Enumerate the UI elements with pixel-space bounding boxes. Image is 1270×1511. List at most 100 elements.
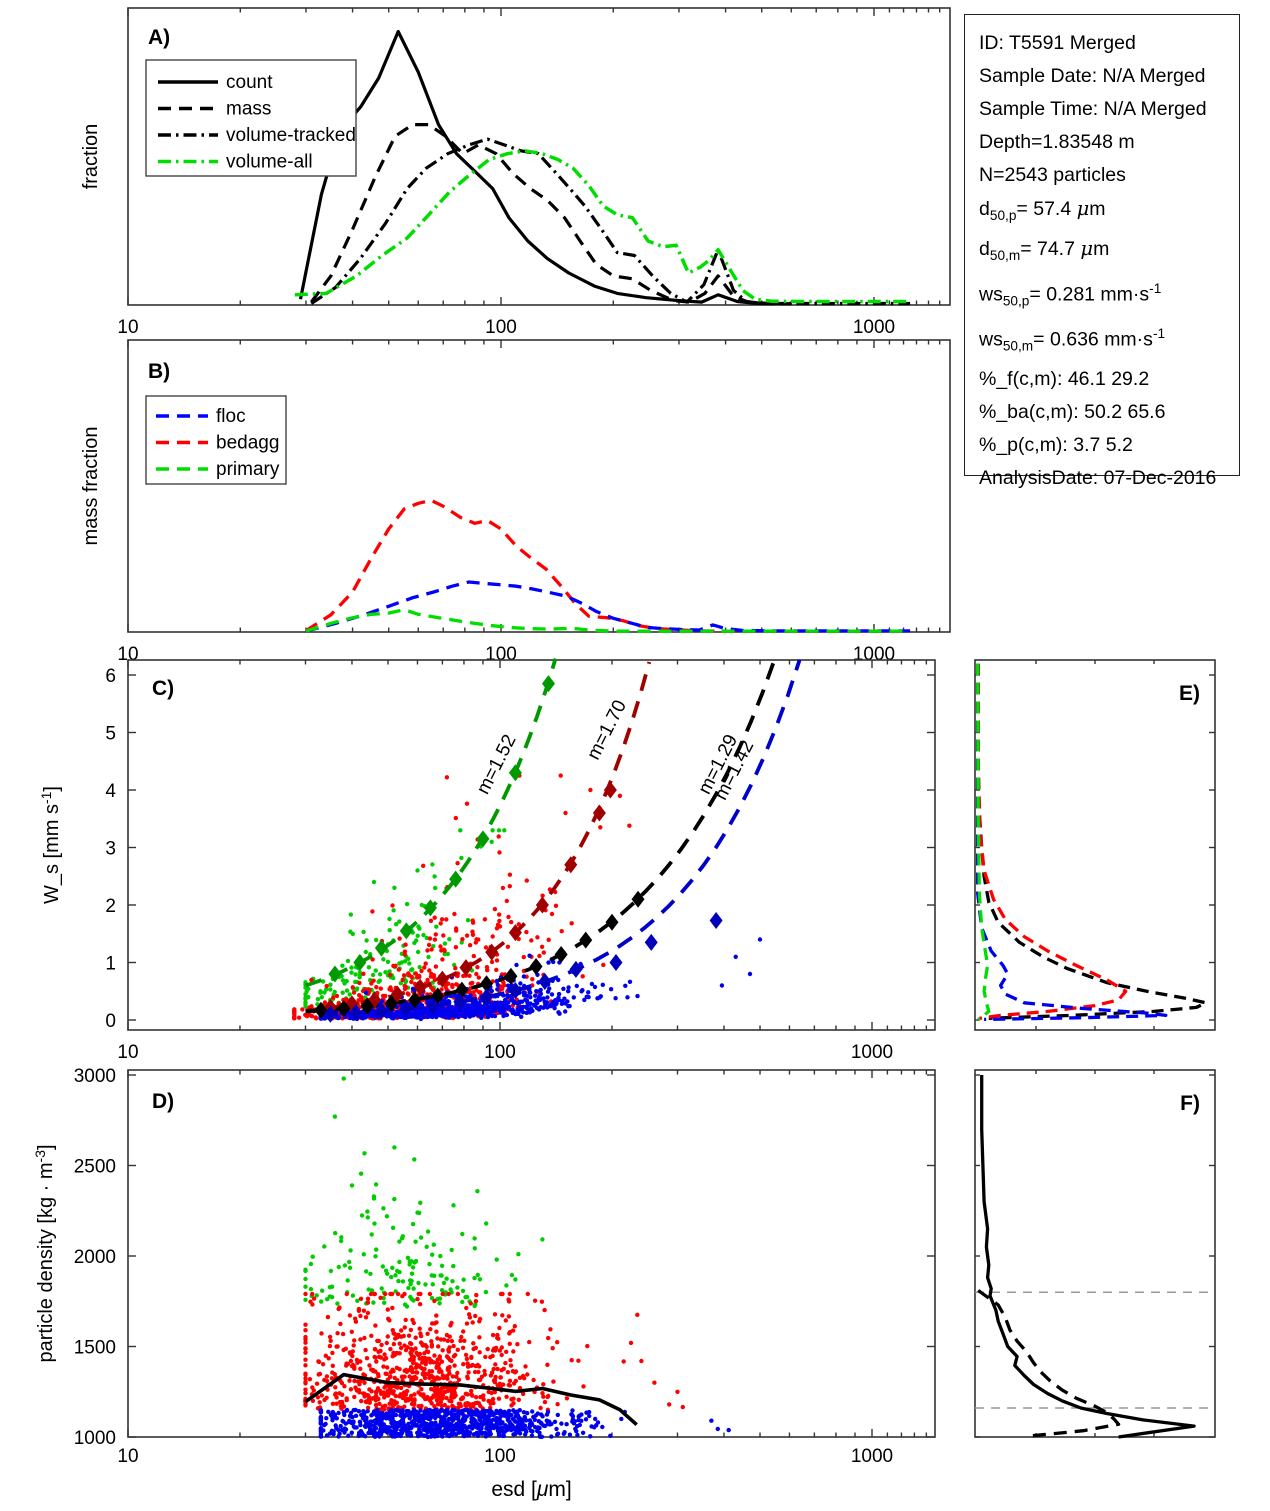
c-ytick-label: 6 xyxy=(105,666,116,687)
x-tick-label: 1000 xyxy=(853,644,895,665)
diamond-marker xyxy=(485,943,499,961)
diamond-marker xyxy=(535,896,549,914)
panel-c-label: C) xyxy=(152,677,174,700)
panel-c: 0 1 2 3 4 5 6 W_s [mm s-1​] 10 100 1000 m=1.52 m=1.7… xyxy=(38,658,936,1063)
info-line: ID: T5591 Merged xyxy=(979,32,1136,54)
y-ticks xyxy=(128,674,935,1021)
info-line: Sample Time: N/A Merged xyxy=(979,98,1207,120)
diamond-marker xyxy=(455,981,469,999)
diamond-marker xyxy=(592,804,606,822)
panel-d-label: D) xyxy=(152,1090,174,1113)
panel-b-label: B) xyxy=(148,360,170,383)
diamond-marker xyxy=(328,965,342,983)
f-ticks xyxy=(975,1070,1215,1438)
series-volume-all xyxy=(294,149,911,304)
info-line: %_p(c,m): 3.7 5.2 xyxy=(979,433,1133,456)
diamond-marker xyxy=(449,870,463,888)
x-tick-label: 100 xyxy=(484,1446,516,1467)
diamond-marker xyxy=(459,959,473,977)
series-density-dist-mass xyxy=(977,1289,1121,1438)
legend-a-label: volume-all xyxy=(226,152,313,173)
c-ytick-label: 2 xyxy=(105,896,116,917)
series-density-dist-count xyxy=(980,1075,1196,1439)
info-line: AnalysisDate: 07-Dec-2016 xyxy=(979,466,1217,489)
x-tick-label: 10 xyxy=(117,1446,138,1467)
series-density-median xyxy=(304,1372,638,1427)
diamond-marker xyxy=(504,967,518,985)
scatter-bedagg-density xyxy=(303,1291,685,1413)
info-line: %_ba(c,m): 50.2 65.6 xyxy=(979,400,1166,423)
diamond-marker xyxy=(529,958,543,976)
panel-f: F) xyxy=(974,1069,1216,1439)
diamond-marker xyxy=(644,933,658,951)
diamond-marker xyxy=(323,1005,337,1023)
panel-f-border xyxy=(974,1069,1216,1438)
x-ticks xyxy=(127,1070,928,1437)
diamond-marker xyxy=(408,991,422,1009)
c-ytick-label: 5 xyxy=(105,724,116,745)
info-line: ws50,m= 0.636 mm·s-1 xyxy=(979,326,1166,354)
diamond-marker xyxy=(374,939,388,957)
info-line: d50,p= 57.4 μm xyxy=(979,197,1106,223)
legend-a-label: count xyxy=(226,72,273,93)
series-floc xyxy=(305,580,911,633)
x-tick-label: 1000 xyxy=(851,1042,893,1063)
diamond-marker xyxy=(631,890,645,908)
panel-a-ylabel: fraction xyxy=(80,124,102,190)
x-tick-label: 100 xyxy=(485,317,517,338)
legend-b-label: primary xyxy=(216,459,280,480)
info-line: Sample Date: N/A Merged xyxy=(979,65,1206,87)
c-ytick-label: 3 xyxy=(105,839,116,860)
fit-label-bedagg-fit: m=1.70 xyxy=(583,697,631,763)
diamond-marker xyxy=(579,931,593,949)
diamond-marker xyxy=(399,922,413,940)
panel-c-ylabel: W_s [mm s-1​] xyxy=(38,786,63,904)
d-ytick-label: 1000 xyxy=(74,1428,116,1449)
diamond-marker xyxy=(508,924,522,942)
d-ytick-label: 2500 xyxy=(74,1157,116,1178)
x-tick-labels: 10 100 1000 xyxy=(117,317,895,338)
diamond-marker xyxy=(337,1000,351,1017)
diamonds-tracked-bins xyxy=(314,890,645,1019)
panel-a-border xyxy=(127,7,951,306)
c-ytick-label: 4 xyxy=(105,781,116,802)
diamond-marker xyxy=(508,764,522,782)
panel-d-border xyxy=(127,1069,936,1438)
series-tracked-ws-dist xyxy=(976,663,1208,1020)
legend-a: count mass volume-tracked volume-all xyxy=(145,59,357,177)
x-tick-label: 10 xyxy=(117,1042,138,1063)
fitcurve-bedagg-fit xyxy=(305,661,652,1013)
diamond-marker xyxy=(538,972,552,990)
panel-e-label: E) xyxy=(1179,682,1200,705)
diamond-marker xyxy=(569,960,583,978)
diamond-marker xyxy=(480,988,494,1006)
panel-b-ylabel: mass fraction xyxy=(80,427,102,546)
x-tick-labels: 10 100 1000 xyxy=(117,644,895,665)
panel-d-ylabel: particle density [kg · m-3​] xyxy=(32,1144,57,1362)
diamond-marker xyxy=(435,970,449,988)
diamond-marker xyxy=(353,954,367,971)
scatter-floc-dots xyxy=(318,928,763,1022)
diamond-marker xyxy=(508,982,522,1000)
series-primary-ws-dist xyxy=(976,663,991,1021)
d-ytick-label: 2000 xyxy=(74,1247,116,1268)
diamond-marker xyxy=(541,675,555,693)
scatter-floc-density xyxy=(318,1407,731,1440)
diamond-marker xyxy=(374,1002,388,1020)
x-tick-labels: 10 100 1000 xyxy=(117,1446,893,1467)
diamond-marker xyxy=(390,985,404,1003)
c-ytick-label: 1 xyxy=(105,954,116,975)
scatter-primary-density xyxy=(303,1076,545,1309)
diamonds-bedagg-bins xyxy=(323,781,617,1016)
info-box: ID: T5591 Merged Sample Date: N/A Merged S… xyxy=(964,14,1240,489)
fit-label-primary-fit: m=1.52 xyxy=(473,731,521,797)
series-volume-tracked xyxy=(310,137,911,306)
panel-a-label: A) xyxy=(148,26,170,49)
diamond-marker xyxy=(709,912,723,930)
series-mass xyxy=(310,123,792,306)
panel-e: E) xyxy=(974,659,1216,1031)
diamond-marker xyxy=(399,1000,413,1017)
x-tick-label: 100 xyxy=(485,644,517,665)
diamond-marker xyxy=(384,994,398,1012)
